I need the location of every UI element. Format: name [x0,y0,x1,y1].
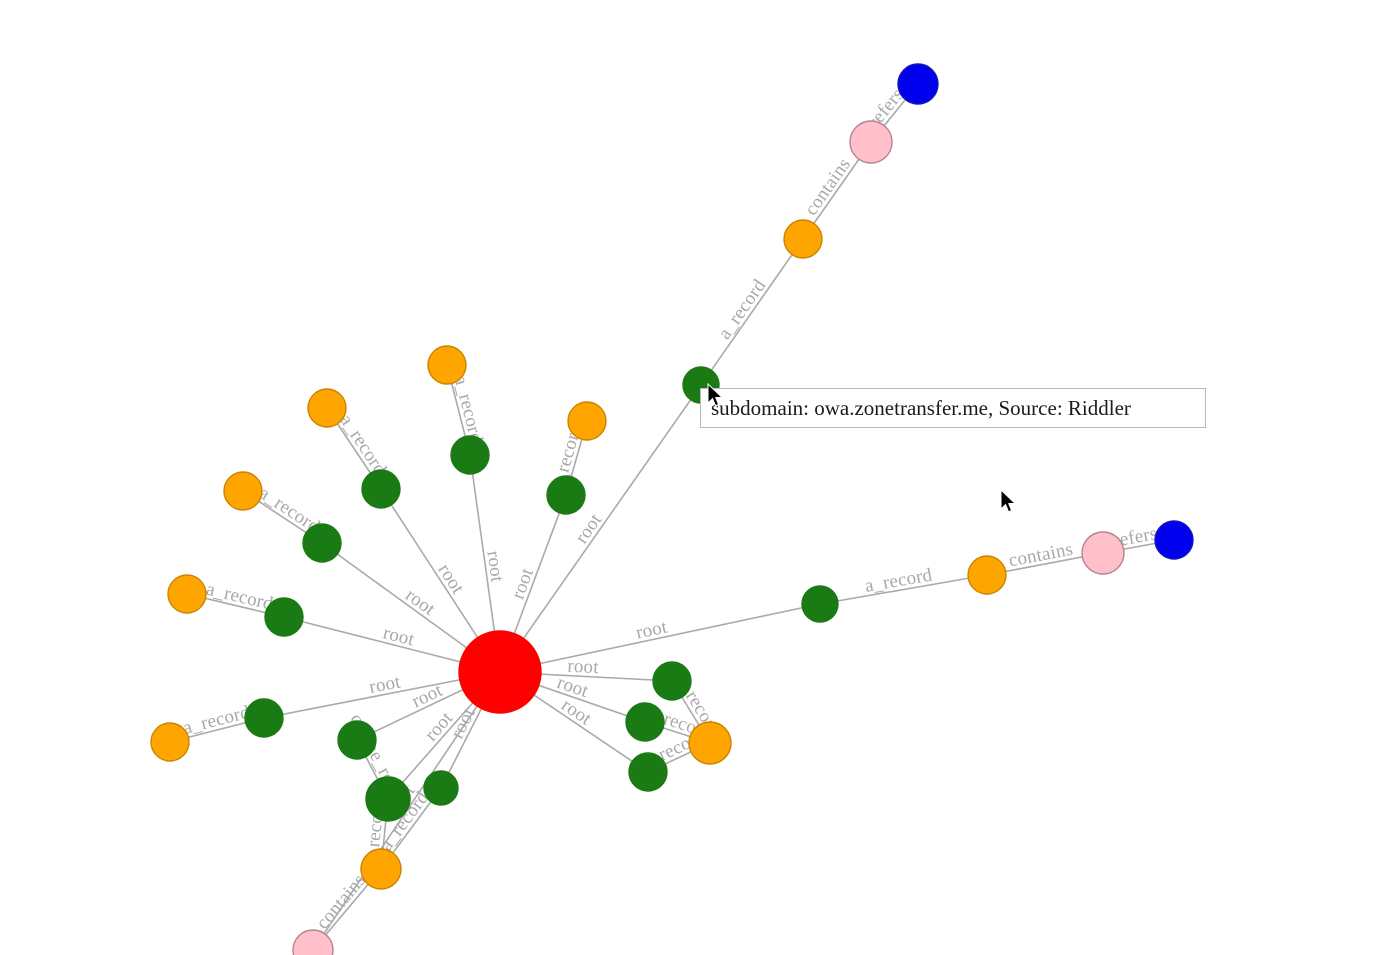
graph-node-asn[interactable] [1154,520,1194,560]
graph-node-ip-address[interactable] [427,345,467,385]
graph-node-ip-address[interactable] [150,722,190,762]
graph-node-subdomain[interactable] [628,752,668,792]
graph-node-subdomain[interactable] [244,698,284,738]
graph-node-asn[interactable] [897,63,939,105]
graph-node-subdomain[interactable] [264,597,304,637]
graph-node-ip-address[interactable] [307,388,347,428]
edge-label: root [381,622,417,650]
graph-node-ip-address[interactable] [688,721,732,765]
graph-edge [499,603,821,673]
graph-node-subdomain[interactable] [337,720,377,760]
edge-label: a_record [181,702,252,739]
edge-label: contains [801,154,855,219]
edge-label: a_record [714,275,770,343]
graph-node-netblock[interactable] [849,120,893,164]
edge-label: a_record [450,374,487,445]
edge-label: a_record [204,579,275,615]
graph-node-subdomain[interactable] [361,469,401,509]
graph-node-subdomain[interactable] [625,702,665,742]
edge-label: root [567,656,600,679]
tooltip-text: subdomain: owa.zonetransfer.me, Source: … [711,395,1131,420]
graph-node-subdomain[interactable] [423,770,459,806]
graph-node-netblock[interactable] [1081,531,1125,575]
edge-labels-layer: roota_recordcontainsrefersroota_recordco… [181,84,1159,933]
nodes-layer[interactable] [150,63,1194,955]
graph-node-subdomain[interactable] [450,435,490,475]
graph-node-subdomain[interactable] [365,776,411,822]
edge-label: root [557,695,595,730]
graph-edge [700,238,804,386]
edge-label: root [571,509,607,547]
edge-label: contains [1007,539,1075,572]
edge-label: root [367,671,402,698]
graph-node-root-domain[interactable] [458,630,542,714]
graph-node-netblock[interactable] [292,929,334,955]
graph-node-ip-address[interactable] [360,848,402,890]
edge-label: root [434,560,469,598]
graph-node-ip-address[interactable] [167,574,207,614]
edge-label: contains [312,870,370,933]
graph-node-ip-address[interactable] [783,219,823,259]
edge-label: root [634,616,670,643]
graph-node-ip-address[interactable] [967,555,1007,595]
edge-label: root [401,585,439,621]
graph-node-subdomain[interactable] [546,475,586,515]
edge-label: a_record [863,565,934,597]
edge-label: root [508,565,539,602]
graph-node-ip-address[interactable] [567,401,607,441]
graph-node-subdomain[interactable] [652,661,692,701]
graph-node-subdomain[interactable] [801,585,839,623]
edge-label: a_record [335,411,390,480]
graph-edge [499,384,702,673]
graph-node-ip-address[interactable] [223,471,263,511]
graph-node-subdomain[interactable] [302,523,342,563]
graph-edge [819,574,988,605]
edge-label: root [482,550,507,585]
node-tooltip: subdomain: owa.zonetransfer.me, Source: … [700,388,1206,428]
